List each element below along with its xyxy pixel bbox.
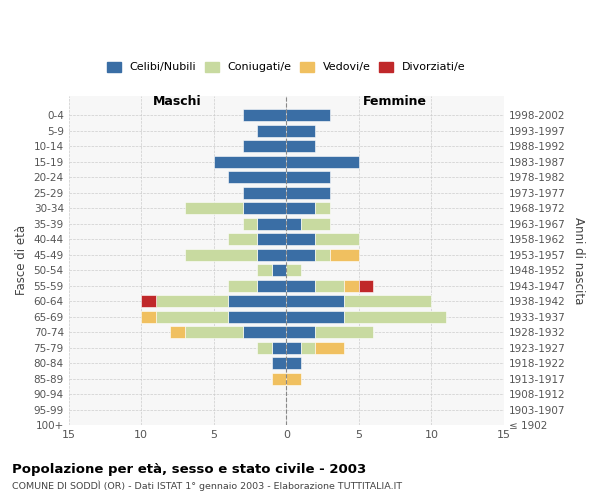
Bar — [257, 280, 286, 292]
Bar — [243, 326, 286, 338]
Bar — [316, 202, 330, 214]
Bar — [257, 218, 286, 230]
Bar — [185, 202, 243, 214]
Bar — [286, 125, 316, 137]
Bar — [228, 280, 257, 292]
Bar — [286, 234, 316, 245]
Bar — [286, 156, 359, 168]
Bar — [286, 264, 301, 276]
Bar — [316, 342, 344, 354]
Bar — [272, 264, 286, 276]
Bar — [272, 342, 286, 354]
Bar — [301, 218, 330, 230]
Bar — [257, 264, 272, 276]
Bar — [272, 357, 286, 369]
Y-axis label: Anni di nascita: Anni di nascita — [572, 216, 585, 304]
Bar — [185, 326, 243, 338]
Bar — [316, 249, 330, 261]
Bar — [316, 234, 359, 245]
Bar — [170, 326, 185, 338]
Bar — [228, 234, 257, 245]
Bar — [243, 202, 286, 214]
Bar — [257, 125, 286, 137]
Bar — [243, 140, 286, 152]
Y-axis label: Fasce di età: Fasce di età — [15, 226, 28, 296]
Bar — [316, 280, 344, 292]
Text: Popolazione per età, sesso e stato civile - 2003: Popolazione per età, sesso e stato civil… — [12, 462, 366, 475]
Bar — [316, 326, 373, 338]
Bar — [286, 172, 330, 183]
Bar — [286, 187, 330, 199]
Bar — [228, 310, 286, 323]
Bar — [286, 249, 316, 261]
Bar — [156, 295, 228, 308]
Bar — [286, 202, 316, 214]
Bar — [344, 280, 359, 292]
Text: Femmine: Femmine — [363, 96, 427, 108]
Bar — [301, 342, 316, 354]
Bar — [141, 310, 156, 323]
Bar — [286, 310, 344, 323]
Bar — [286, 372, 301, 384]
Bar — [286, 110, 330, 122]
Bar — [286, 140, 316, 152]
Bar — [228, 295, 286, 308]
Bar — [156, 310, 228, 323]
Bar — [257, 249, 286, 261]
Bar — [286, 326, 316, 338]
Text: COMUNE DI SODDÌ (OR) - Dati ISTAT 1° gennaio 2003 - Elaborazione TUTTITALIA.IT: COMUNE DI SODDÌ (OR) - Dati ISTAT 1° gen… — [12, 480, 402, 491]
Bar — [286, 357, 301, 369]
Bar — [286, 280, 316, 292]
Bar — [286, 218, 301, 230]
Bar — [344, 310, 446, 323]
Bar — [243, 110, 286, 122]
Bar — [243, 218, 257, 230]
Bar — [141, 295, 156, 308]
Bar — [330, 249, 359, 261]
Bar — [243, 187, 286, 199]
Bar — [185, 249, 257, 261]
Bar — [272, 372, 286, 384]
Bar — [344, 295, 431, 308]
Bar — [257, 234, 286, 245]
Bar — [214, 156, 286, 168]
Bar — [359, 280, 373, 292]
Bar — [228, 172, 286, 183]
Legend: Celibi/Nubili, Coniugati/e, Vedovi/e, Divorziati/e: Celibi/Nubili, Coniugati/e, Vedovi/e, Di… — [107, 62, 465, 72]
Text: Maschi: Maschi — [153, 96, 202, 108]
Bar — [286, 342, 301, 354]
Bar — [286, 295, 344, 308]
Bar — [257, 342, 272, 354]
